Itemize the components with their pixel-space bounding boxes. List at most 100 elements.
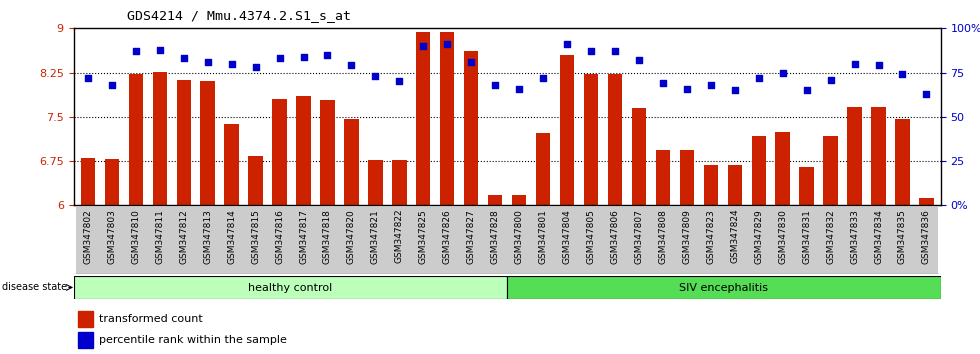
Bar [508,276,941,299]
Text: GSM347827: GSM347827 [466,209,475,263]
Point [560,41,575,47]
Text: GSM347814: GSM347814 [227,209,236,263]
Text: GSM347834: GSM347834 [874,209,883,263]
Text: disease state: disease state [2,282,67,292]
Text: GSM347812: GSM347812 [179,209,188,263]
Bar [656,150,670,205]
Point [223,61,239,67]
Text: GSM347800: GSM347800 [514,209,523,264]
Text: SIV encephalitis: SIV encephalitis [679,282,768,293]
Point [464,59,479,65]
Bar [77,311,93,327]
Point [271,56,287,61]
Bar [914,205,939,274]
Bar [800,167,813,205]
Bar [77,332,93,348]
Bar [531,205,555,274]
Bar [320,100,334,205]
Point [391,79,407,84]
Point [775,70,791,75]
Bar [608,74,622,205]
Text: GSM347802: GSM347802 [83,209,92,263]
Bar [651,205,675,274]
Bar [176,80,191,205]
Bar [603,205,627,274]
Text: GSM347828: GSM347828 [491,209,500,263]
Text: GSM347804: GSM347804 [563,209,571,263]
Bar [201,81,215,205]
Bar [248,156,263,205]
Point [296,54,312,59]
Text: GSM347809: GSM347809 [682,209,691,264]
Text: transformed count: transformed count [99,314,203,324]
Bar [316,205,339,274]
Point [512,86,527,91]
Point [104,82,120,88]
Text: GSM347822: GSM347822 [395,209,404,263]
Bar [727,165,742,205]
Text: GSM347830: GSM347830 [778,209,787,264]
Bar [80,158,95,205]
Bar [148,205,171,274]
Text: GSM347813: GSM347813 [203,209,212,264]
Bar [775,132,790,205]
Bar [296,96,311,205]
Bar [268,205,291,274]
Bar [220,205,244,274]
Bar [105,159,119,205]
Point [128,48,144,54]
Bar [172,205,196,274]
Text: GSM347808: GSM347808 [659,209,667,264]
Bar [464,51,478,205]
Bar [896,119,909,205]
Bar [632,108,646,205]
Point [487,82,503,88]
Bar [128,74,143,205]
Text: GDS4214 / Mmu.4374.2.S1_s_at: GDS4214 / Mmu.4374.2.S1_s_at [127,9,352,22]
Bar [74,276,508,299]
Bar [440,33,455,205]
Bar [919,198,934,205]
Text: GSM347820: GSM347820 [347,209,356,263]
Bar [224,124,239,205]
Bar [123,205,148,274]
Text: GSM347826: GSM347826 [443,209,452,263]
Bar [244,205,268,274]
Text: GSM347815: GSM347815 [251,209,260,264]
Bar [680,150,694,205]
Bar [272,99,287,205]
Text: GSM347807: GSM347807 [634,209,644,264]
Bar [291,205,316,274]
Text: GSM347810: GSM347810 [131,209,140,264]
Bar [512,195,526,205]
Point [416,43,431,49]
Text: GSM347805: GSM347805 [586,209,596,264]
Point [200,59,216,65]
Bar [823,136,838,205]
Bar [843,205,866,274]
Point [175,56,191,61]
Bar [871,107,886,205]
Bar [344,119,359,205]
Bar [866,205,891,274]
Text: GSM347836: GSM347836 [922,209,931,264]
Bar [536,133,551,205]
Bar [435,205,460,274]
Point [631,57,647,63]
Text: GSM347825: GSM347825 [418,209,428,263]
Text: GSM347833: GSM347833 [850,209,859,264]
Point [344,63,360,68]
Bar [795,205,818,274]
Bar [412,205,435,274]
Bar [508,205,531,274]
Bar [848,107,861,205]
Point [799,87,814,93]
Bar [770,205,795,274]
Point [368,73,383,79]
Text: GSM347801: GSM347801 [539,209,548,264]
Point [608,48,623,54]
Text: GSM347818: GSM347818 [323,209,332,264]
Bar [818,205,843,274]
Point [895,72,910,77]
Bar [747,205,770,274]
